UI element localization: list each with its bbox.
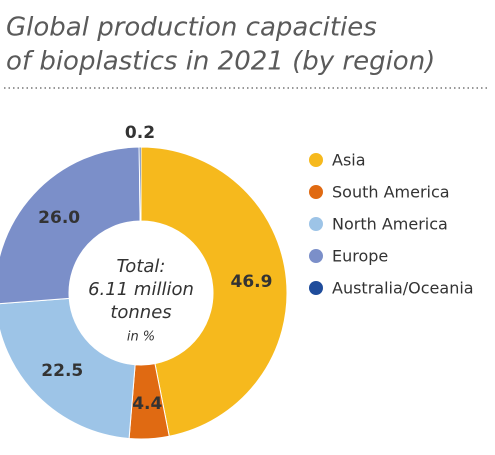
data-label: 4.4 bbox=[132, 394, 162, 414]
legend-label: Europe bbox=[332, 247, 388, 266]
donut-slice bbox=[138, 146, 142, 222]
center-text: in % bbox=[127, 330, 155, 345]
legend-marker bbox=[309, 185, 323, 199]
donut-slice bbox=[0, 146, 141, 305]
data-label: 46.9 bbox=[230, 272, 272, 292]
chart-title: Global production capacities bbox=[6, 13, 377, 43]
center-text: tonnes bbox=[110, 302, 171, 323]
legend-marker bbox=[309, 217, 323, 231]
legend-label: South America bbox=[332, 183, 450, 202]
legend-label: North America bbox=[332, 215, 448, 234]
chart-title: of bioplastics in 2021 (by region) bbox=[6, 47, 435, 77]
center-text: 6.11 million bbox=[88, 279, 194, 300]
data-label: 22.5 bbox=[41, 361, 83, 381]
legend-marker bbox=[309, 249, 323, 263]
donut-slice bbox=[140, 146, 288, 437]
legend-marker bbox=[309, 153, 323, 167]
legend-label: Asia bbox=[332, 151, 366, 170]
legend-marker bbox=[309, 281, 323, 295]
data-label: 0.2 bbox=[125, 123, 155, 143]
data-label: 26.0 bbox=[38, 208, 80, 228]
donut-slice bbox=[0, 297, 136, 440]
center-text: Total: bbox=[117, 256, 166, 277]
legend-label: Australia/Oceania bbox=[332, 279, 474, 298]
